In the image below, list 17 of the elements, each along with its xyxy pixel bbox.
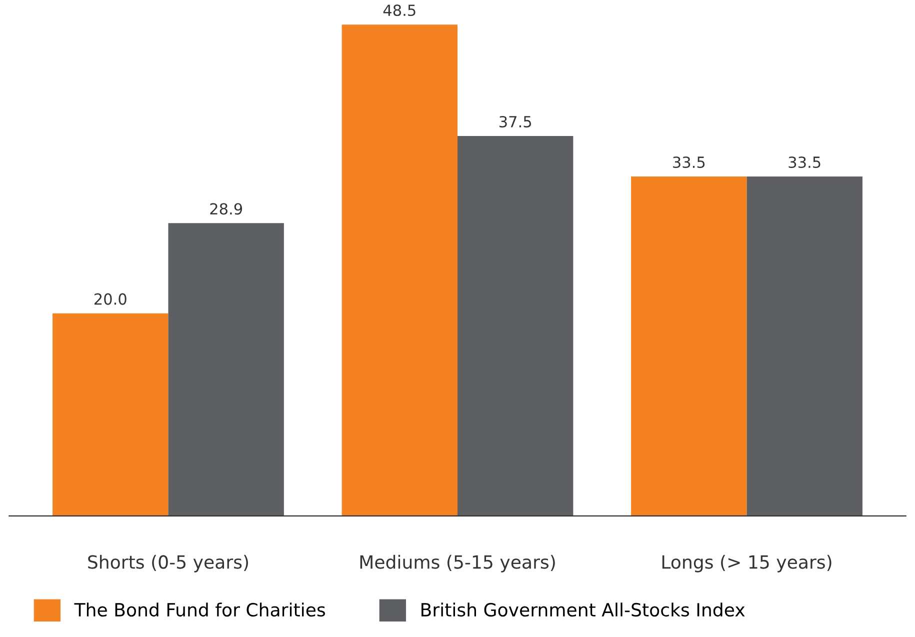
bar [168,223,284,516]
bar [52,313,168,516]
data-label: 48.5 [383,4,416,16]
x-tick-label: Shorts (0-5 years) [88,554,248,572]
legend-label: The Bond Fund for Charities [74,602,325,617]
bar [458,136,574,516]
data-label: 37.5 [500,116,532,128]
bar [746,176,862,516]
data-label: 33.5 [788,156,820,168]
bar [342,24,458,516]
x-tick-label: Mediums (5-15 years) [360,554,555,572]
bar [631,176,747,516]
data-label: 20.0 [94,293,126,305]
legend-label: British Government All-Stocks Index [422,602,745,617]
data-label: 33.5 [673,156,705,168]
data-label: 28.9 [210,203,242,215]
x-tick-label: Longs (> 15 years) [662,554,832,572]
